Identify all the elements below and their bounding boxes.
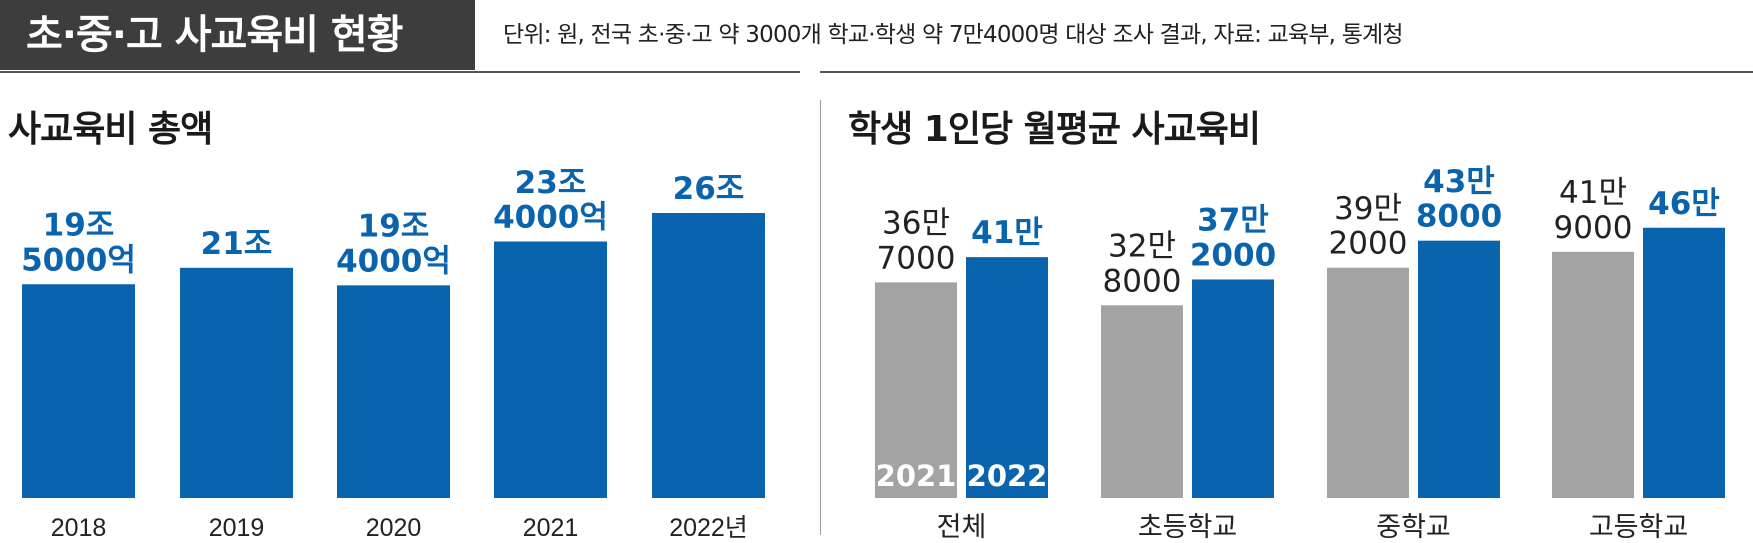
monthly-bar-2021-중학교 — [1327, 267, 1409, 498]
monthly-bar-value-label: 8000 — [1103, 263, 1182, 299]
total-x-tick-label: 2020 — [366, 514, 422, 542]
header-rule-right — [820, 71, 1753, 73]
monthly-bar-2022-중학교 — [1418, 240, 1500, 499]
monthly-bar-value-label: 46만 — [1648, 186, 1720, 222]
monthly-bar-value-label: 8000 — [1416, 199, 1502, 235]
monthly-bar-2021-고등학교 — [1552, 251, 1634, 498]
monthly-bar-value-label: 2000 — [1329, 226, 1408, 262]
monthly-bar-value-label: 37만 — [1197, 203, 1269, 239]
monthly-chart-title: 학생 1인당 월평균 사교육비 — [848, 109, 1261, 150]
monthly-bar-value-label: 32만 — [1108, 229, 1176, 265]
panel-divider — [820, 100, 821, 535]
total-bar-2021 — [494, 241, 607, 498]
monthly-bar-value-label: 36만 — [882, 206, 950, 242]
monthly-x-category-label: 전체 — [937, 512, 987, 542]
header-rule-left — [0, 71, 800, 73]
monthly-x-category-label: 고등학교 — [1589, 512, 1688, 542]
total-bar-value-label: 21조 — [201, 226, 273, 262]
monthly-bar-value-label: 43만 — [1423, 164, 1495, 200]
total-bar-2019 — [180, 267, 293, 498]
total-x-tick-label: 2018 — [51, 514, 107, 542]
total-spending-bar-chart: 19조5000억201821조201919조4000억202023조4000억2… — [21, 165, 765, 542]
total-bar-value-label: 4000억 — [493, 200, 608, 236]
monthly-bar-2022-고등학교 — [1643, 227, 1725, 498]
monthly-x-category-label: 중학교 — [1376, 512, 1451, 542]
page-title: 초·중·고 사교육비 현황 — [0, 0, 475, 70]
monthly-bar-value-label: 41만 — [1559, 175, 1627, 211]
monthly-bar-value-label: 9000 — [1554, 210, 1633, 246]
series-legend-label-2021: 2021 — [876, 459, 957, 493]
total-bar-value-label: 26조 — [673, 171, 745, 207]
total-bar-value-label: 4000억 — [336, 243, 451, 279]
monthly-bar-value-label: 39만 — [1334, 191, 1402, 227]
monthly-x-category-label: 초등학교 — [1138, 512, 1237, 542]
monthly-bar-2022-전체 — [966, 257, 1048, 498]
total-x-tick-label: 2022년 — [669, 514, 748, 542]
monthly-per-student-bar-chart: 36만7000202141만2022전체32만800037만2000초등학교39… — [875, 164, 1725, 542]
total-bar-value-label: 23조 — [515, 165, 587, 201]
total-chart-title: 사교육비 총액 — [8, 109, 213, 150]
monthly-bar-2021-전체 — [875, 282, 957, 498]
total-bar-2018 — [22, 284, 135, 498]
monthly-bar-value-label: 41만 — [971, 215, 1043, 251]
total-bar-value-label: 5000억 — [21, 242, 136, 278]
monthly-bar-value-label: 2000 — [1190, 237, 1276, 273]
total-bar-2022년 — [652, 213, 765, 498]
total-bar-value-label: 19조 — [358, 209, 430, 245]
total-x-tick-label: 2019 — [209, 514, 265, 542]
unit-source-note: 단위: 원, 전국 초·중·고 약 3000개 학교·학생 약 7만4000명 … — [503, 22, 1404, 48]
total-bar-2020 — [337, 285, 450, 498]
total-x-tick-label: 2021 — [523, 514, 579, 542]
series-legend-label-2022: 2022 — [967, 459, 1048, 493]
monthly-bar-value-label: 7000 — [877, 240, 956, 276]
total-bar-value-label: 19조 — [43, 208, 115, 244]
monthly-bar-2022-초등학교 — [1192, 279, 1274, 498]
monthly-bar-2021-초등학교 — [1101, 305, 1183, 498]
